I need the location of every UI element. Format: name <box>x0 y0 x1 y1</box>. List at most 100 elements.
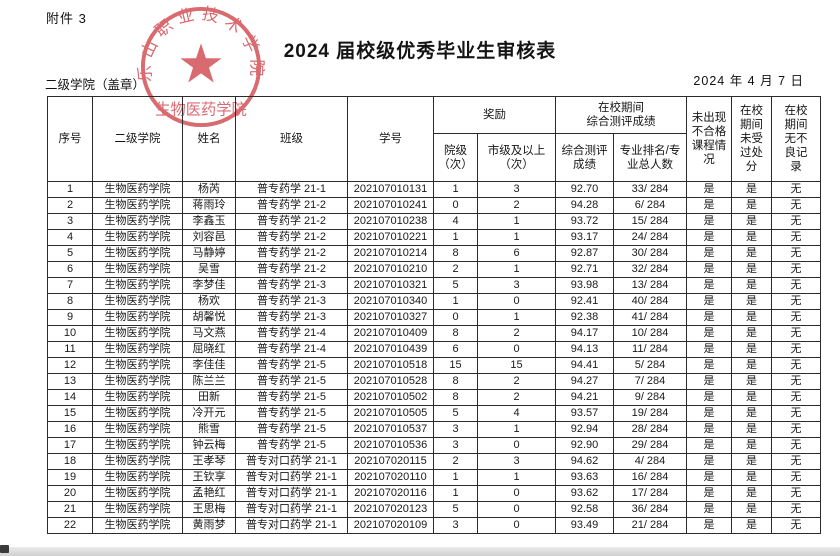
cell-name: 钟云梅 <box>182 437 236 454</box>
cell-class: 普专对口药学 21-1 <box>235 469 348 486</box>
cell-college: 生物医药学院 <box>92 501 183 518</box>
cell-name: 王思梅 <box>182 501 236 518</box>
cell-no-punishment: 是 <box>731 373 772 390</box>
cell-no-bad-record: 无 <box>771 357 821 374</box>
cell-no: 18 <box>47 453 93 470</box>
cell-college: 生物医药学院 <box>92 245 183 262</box>
cell-rank: 19/ 284 <box>613 405 687 422</box>
cell-name: 马静婷 <box>182 245 236 262</box>
cell-college: 生物医药学院 <box>92 469 183 486</box>
header-no-punishment: 在校 期间 未受 过处 分 <box>731 96 772 182</box>
cell-rank: 10/ 284 <box>613 325 687 342</box>
cell-no-bad-record: 无 <box>771 245 821 262</box>
cell-award-college: 6 <box>433 341 478 358</box>
cell-class: 普专药学 21-4 <box>235 341 348 358</box>
cell-score: 92.41 <box>555 293 614 310</box>
cell-award-city: 1 <box>477 421 556 438</box>
cell-award-college: 1 <box>433 469 478 486</box>
header-student-id: 学号 <box>347 96 434 182</box>
cell-name: 杨芮 <box>182 181 236 198</box>
cell-award-college: 4 <box>433 213 478 230</box>
cell-score: 94.21 <box>555 389 614 406</box>
cell-award-city: 2 <box>477 373 556 390</box>
cell-rank: 9/ 284 <box>613 389 687 406</box>
header-award-group: 奖励 <box>433 96 556 134</box>
table-row: 14 生物医药学院 田新 普专药学 21-5 202107010502 8 2 … <box>47 389 821 406</box>
table-row: 15 生物医药学院 冷开元 普专药学 21-5 202107010505 5 4… <box>47 405 821 422</box>
cell-score: 94.41 <box>555 357 614 374</box>
cell-no-fail: 是 <box>686 181 732 198</box>
cell-rank: 4/ 284 <box>613 453 687 470</box>
cell-no: 11 <box>47 341 93 358</box>
cell-no: 17 <box>47 437 93 454</box>
cell-score: 92.94 <box>555 421 614 438</box>
cell-no-fail: 是 <box>686 213 732 230</box>
cell-score: 92.87 <box>555 245 614 262</box>
cell-no-fail: 是 <box>686 277 732 294</box>
cell-class: 普专药学 21-1 <box>235 181 348 198</box>
cell-award-city: 0 <box>477 485 556 502</box>
table-row: 11 生物医药学院 屈晓红 普专药学 21-4 202107010439 6 0… <box>47 341 821 358</box>
cell-award-city: 3 <box>477 181 556 198</box>
cell-no-punishment: 是 <box>731 469 772 486</box>
cell-student-id: 202107010518 <box>347 357 434 374</box>
cell-no-punishment: 是 <box>731 181 772 198</box>
header-eval-rank: 专业排名/专 业总人数 <box>613 133 687 182</box>
cell-student-id: 202107010327 <box>347 309 434 326</box>
cell-class: 普专药学 21-5 <box>235 373 348 390</box>
table-row: 7 生物医药学院 李梦佳 普专药学 21-3 202107010321 5 3 … <box>47 277 821 294</box>
cell-student-id: 202107010439 <box>347 341 434 358</box>
cell-student-id: 202107020123 <box>347 501 434 518</box>
cell-student-id: 202107010536 <box>347 437 434 454</box>
cell-college: 生物医药学院 <box>92 261 183 278</box>
cell-rank: 5/ 284 <box>613 357 687 374</box>
cell-score: 93.62 <box>555 485 614 502</box>
cell-student-id: 202107010238 <box>347 213 434 230</box>
cell-college: 生物医药学院 <box>92 357 183 374</box>
cell-score: 94.13 <box>555 341 614 358</box>
cell-award-city: 2 <box>477 325 556 342</box>
table-row: 4 生物医药学院 刘容邑 普专药学 21-2 202107010221 1 1 … <box>47 229 821 246</box>
cell-name: 陈兰兰 <box>182 373 236 390</box>
cell-award-college: 2 <box>433 261 478 278</box>
cell-no-punishment: 是 <box>731 405 772 422</box>
cell-no-bad-record: 无 <box>771 485 821 502</box>
table-row: 20 生物医药学院 孟艳红 普专对口药学 21-1 202107020116 1… <box>47 485 821 502</box>
table-row: 18 生物医药学院 王孝琴 普专对口药学 21-1 202107020115 2… <box>47 453 821 470</box>
table-row: 6 生物医药学院 吴雪 普专药学 21-2 202107010210 2 1 9… <box>47 261 821 278</box>
cell-score: 93.17 <box>555 229 614 246</box>
cell-award-city: 3 <box>477 453 556 470</box>
cell-no: 12 <box>47 357 93 374</box>
cell-no-fail: 是 <box>686 325 732 342</box>
cell-no-fail: 是 <box>686 261 732 278</box>
cell-no-bad-record: 无 <box>771 405 821 422</box>
cell-class: 普专对口药学 21-1 <box>235 517 348 534</box>
cell-no-punishment: 是 <box>731 421 772 438</box>
cell-class: 普专药学 21-2 <box>235 229 348 246</box>
cell-student-id: 202107010221 <box>347 229 434 246</box>
cell-no: 20 <box>47 485 93 502</box>
table-body: 1 生物医药学院 杨芮 普专药学 21-1 202107010131 1 3 9… <box>47 181 821 534</box>
cell-class: 普专对口药学 21-1 <box>235 453 348 470</box>
cell-no-punishment: 是 <box>731 341 772 358</box>
cell-no: 4 <box>47 229 93 246</box>
cell-no-fail: 是 <box>686 341 732 358</box>
cell-name: 李鑫玉 <box>182 213 236 230</box>
cell-college: 生物医药学院 <box>92 309 183 326</box>
table-row: 17 生物医药学院 钟云梅 普专药学 21-5 202107010536 3 0… <box>47 437 821 454</box>
cell-no-punishment: 是 <box>731 453 772 470</box>
cell-no: 5 <box>47 245 93 262</box>
cell-score: 93.57 <box>555 405 614 422</box>
header-award-city: 市级及以上 （次） <box>477 133 556 182</box>
cell-class: 普专药学 21-2 <box>235 261 348 278</box>
cell-college: 生物医药学院 <box>92 517 183 534</box>
cell-name: 李佳佳 <box>182 357 236 374</box>
cell-no-fail: 是 <box>686 485 732 502</box>
cell-college: 生物医药学院 <box>92 421 183 438</box>
table-row: 13 生物医药学院 陈兰兰 普专药学 21-5 202107010528 8 2… <box>47 373 821 390</box>
cell-college: 生物医药学院 <box>92 229 183 246</box>
cell-no-fail: 是 <box>686 405 732 422</box>
cell-name: 熊雪 <box>182 421 236 438</box>
cell-no: 13 <box>47 373 93 390</box>
cell-score: 92.38 <box>555 309 614 326</box>
